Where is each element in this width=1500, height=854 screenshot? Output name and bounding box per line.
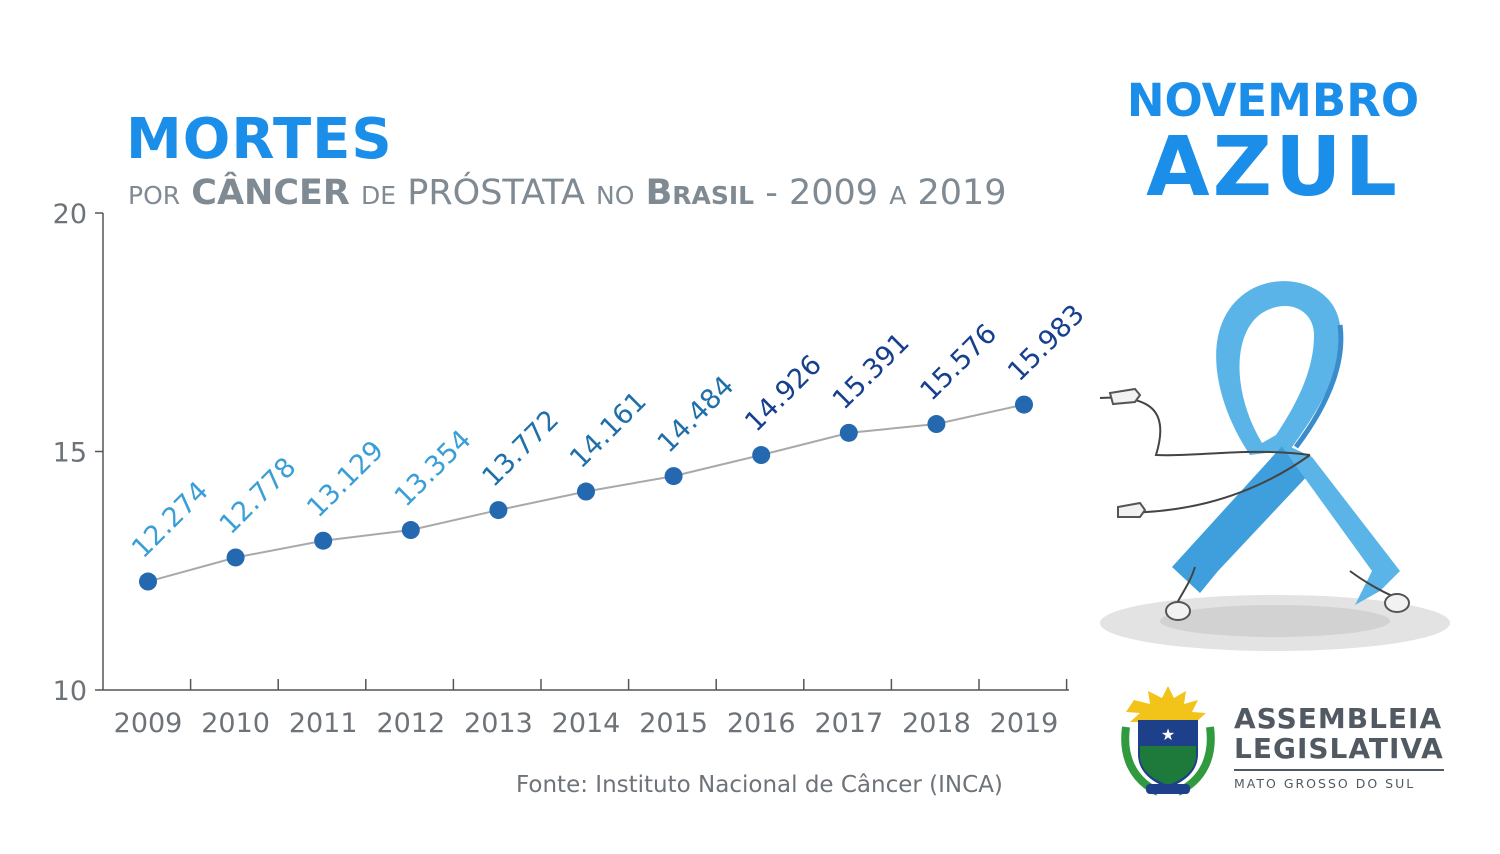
x-tick-label: 2014 xyxy=(552,708,621,739)
subtitle-word: POR xyxy=(128,181,181,210)
x-tick-label: 2010 xyxy=(201,708,270,739)
campaign-line-1: NOVEMBRO xyxy=(1126,74,1420,127)
data-point xyxy=(1015,395,1033,414)
data-point xyxy=(664,467,683,486)
svg-text:★: ★ xyxy=(1161,725,1175,744)
chart-series: 12.27412.77813.12913.35413.77214.16114.4… xyxy=(126,299,1091,591)
x-tick-label: 2015 xyxy=(639,708,708,739)
data-point xyxy=(314,531,333,550)
data-point xyxy=(927,415,946,434)
data-label: 14.926 xyxy=(739,349,828,438)
x-tick-label: 2019 xyxy=(990,708,1059,739)
subtitle-word: 2019 xyxy=(917,173,1007,213)
subtitle-word: A xyxy=(889,181,907,210)
blue-ribbon-mascot-icon xyxy=(1100,281,1450,651)
data-point xyxy=(577,482,595,501)
x-tick-label: 2017 xyxy=(814,708,883,739)
data-point xyxy=(839,423,858,442)
x-tick-label: 2018 xyxy=(902,708,971,739)
data-label: 12.778 xyxy=(214,452,303,541)
data-label: 14.484 xyxy=(652,370,741,459)
x-tick-label: 2016 xyxy=(727,708,796,739)
subtitle-word: RASIL xyxy=(672,181,755,210)
data-point xyxy=(226,548,245,567)
campaign-title: NOVEMBRO AZUL xyxy=(1118,78,1428,209)
x-tick-label: 2013 xyxy=(464,708,533,739)
x-tick-label: 2009 xyxy=(114,708,183,739)
x-tick-label: 2011 xyxy=(289,708,358,739)
chart-axes: 10 15 20 2009 2010 2011 2012 2013 2014 2015 2016 20… xyxy=(53,199,1069,739)
organization-line-3: MATO GROSSO DO SUL xyxy=(1234,776,1416,791)
data-point xyxy=(752,446,771,465)
subtitle-word: - 2009 xyxy=(765,173,879,213)
campaign-line-2: AZUL xyxy=(1146,120,1400,215)
subtitle-word: CÂNCER xyxy=(191,173,350,213)
data-label: 15.391 xyxy=(827,327,916,416)
source-note: Fonte: Instituto Nacional de Câncer (INC… xyxy=(516,772,1003,798)
chart-subtitle: POR CÂNCER DE PRÓSTATA NO BRASIL - 2009 … xyxy=(128,176,1007,211)
data-label: 15.983 xyxy=(1002,299,1091,388)
subtitle-word: B xyxy=(645,173,673,213)
y-tick-label: 15 xyxy=(53,438,87,469)
x-tick-label: 2012 xyxy=(376,708,445,739)
subtitle-word: NO xyxy=(596,181,635,210)
organization-line-2: LEGISLATIVA xyxy=(1234,735,1444,771)
data-label: 15.576 xyxy=(914,318,1003,407)
data-label: 12.274 xyxy=(126,476,215,565)
data-label: 13.772 xyxy=(476,404,565,493)
data-label: 13.129 xyxy=(301,435,390,524)
subtitle-word: DE xyxy=(361,181,397,210)
organization-name: ASSEMBLEIA LEGISLATIVA MATO GROSSO DO SU… xyxy=(1234,705,1444,791)
data-point xyxy=(489,501,508,520)
subtitle-word: PRÓSTATA xyxy=(407,173,585,213)
data-label: 13.354 xyxy=(389,424,478,513)
data-point xyxy=(401,521,420,540)
data-label: 14.161 xyxy=(564,386,653,475)
organization-line-1: ASSEMBLEIA xyxy=(1234,702,1443,735)
chart-title: MORTES xyxy=(126,107,393,172)
coat-of-arms-icon: ★ xyxy=(1121,686,1215,796)
data-point xyxy=(139,572,157,591)
y-tick-label: 10 xyxy=(53,676,87,707)
y-tick-label: 20 xyxy=(53,199,87,230)
